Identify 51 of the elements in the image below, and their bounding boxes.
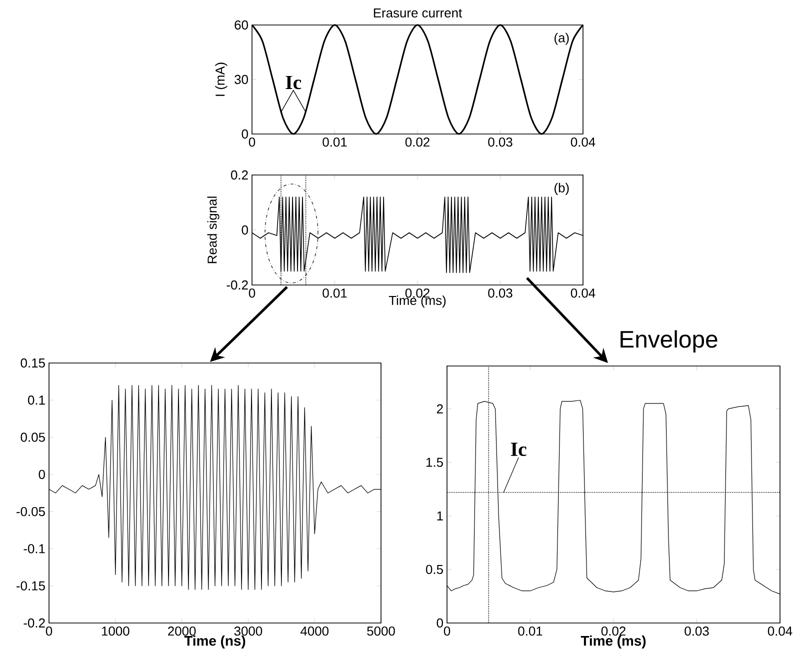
y-tick-label: -0.05 [16,506,45,516]
x-axis-title: Time (ns) [184,636,246,649]
annotation: Ic [510,442,526,456]
x-tick-label: 3000 [234,626,262,636]
y-tick-label: -0.2 [226,280,248,290]
line-series [251,24,584,135]
x-tick-label: 0.04 [570,138,596,147]
x-tick-label: 5000 [367,626,395,636]
y-tick-label: 1.5 [426,458,443,467]
y-tick-label: 0.05 [20,432,45,442]
x-tick-label: 0 [46,626,52,636]
annotation: Ic [286,76,302,90]
x-tick-label: 2000 [168,626,196,636]
y-tick-label: 2 [436,404,443,414]
x-axis-title: Time (ms) [580,636,646,649]
y-tick-label: -0.1 [24,544,45,554]
x-tick-label: 1000 [102,626,130,636]
x-tick-label: 0.03 [488,288,512,298]
y-tick-label: 1 [437,511,443,520]
x-tick-label: 0.04 [768,626,792,636]
x-tick-label: 0.02 [601,626,626,636]
y-tick-label: 0 [436,618,443,628]
x-tick-label: 0.04 [570,288,596,298]
y-tick-label: 0.2 [230,170,248,180]
x-tick-label: 0.02 [405,138,430,147]
y-tick-label: 30 [234,74,248,84]
y-tick-label: 0.15 [20,358,45,368]
y-tick-label: -0.2 [24,618,45,628]
y-tick-label: -0.15 [16,581,45,590]
chart-title: Envelope [620,330,718,352]
x-tick-label: 0.03 [684,626,709,636]
x-tick-label: 0 [248,138,256,147]
x-tick-label: 0.01 [518,626,542,636]
y-tick-label: 60 [234,20,248,30]
y-tick-label: 0 [38,470,45,479]
y-axis-title: I (mA) [215,62,228,96]
x-tick-label: 0 [444,626,450,636]
y-tick-label: 0 [242,225,248,235]
annotation: (b) [554,182,569,195]
y-tick-label: 0.1 [28,396,45,405]
x-tick-label: 4000 [300,626,329,636]
x-tick-label: 0.03 [488,138,512,147]
chart-title: Erasure current [374,8,462,18]
x-tick-label: 0.01 [322,138,347,147]
y-tick-label: 0.5 [426,564,443,574]
y-tick-label: 0 [242,129,248,139]
y-axis-title: Read signal [207,196,220,264]
x-tick-label: 0 [248,288,256,298]
x-tick-label: 0.01 [322,288,347,298]
annotation: (a) [554,32,569,45]
x-tick-label: 0.02 [405,288,430,298]
